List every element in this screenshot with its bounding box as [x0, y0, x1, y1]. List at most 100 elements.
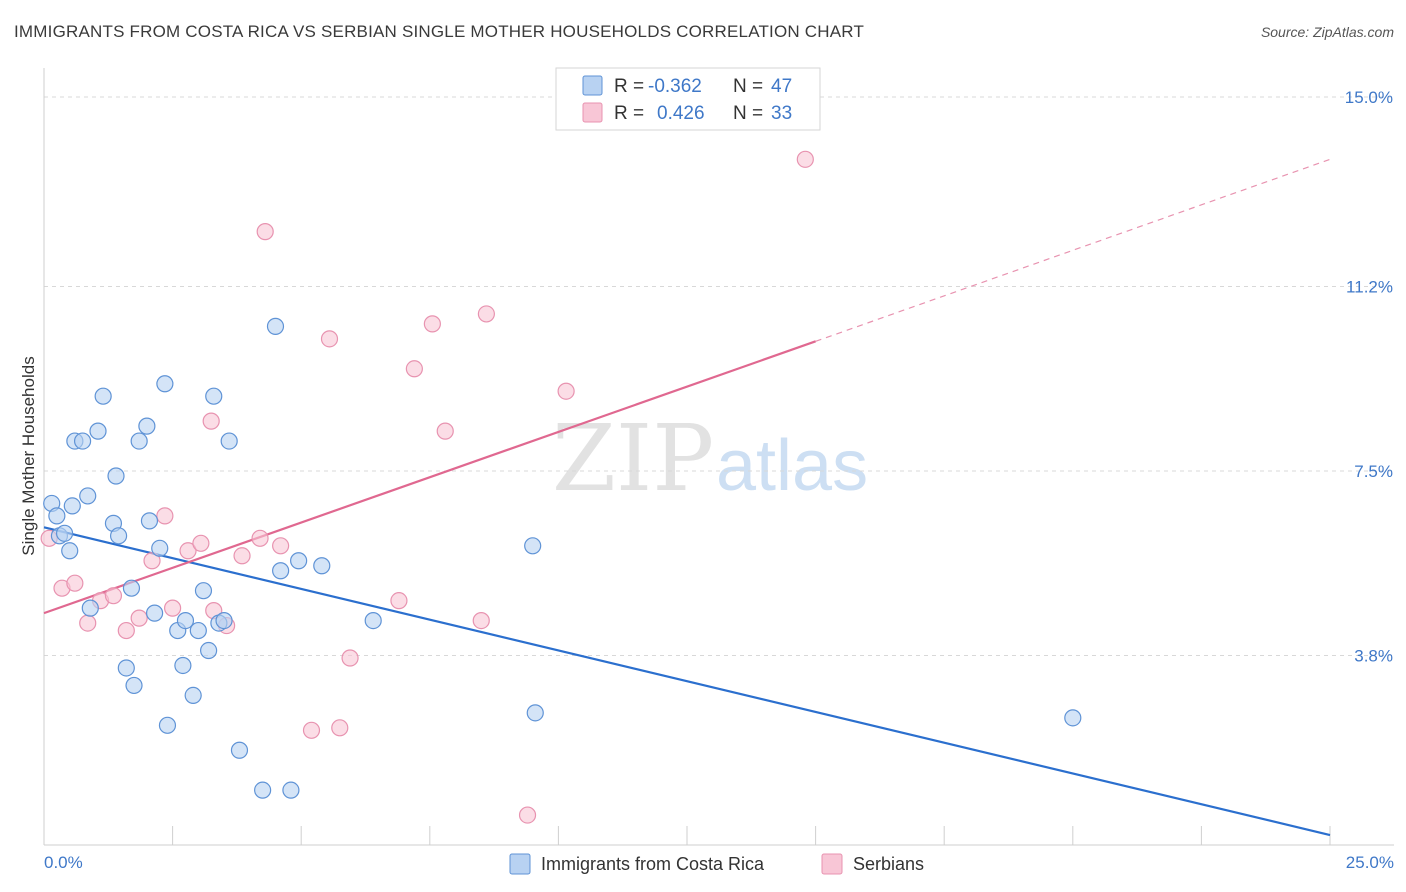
trend-lines: [43, 158, 1331, 837]
point-costa-rica: [230, 741, 249, 759]
point-serbians: [179, 542, 197, 560]
point-costa-rica: [94, 387, 112, 405]
data-points: [40, 150, 1082, 824]
legend-n-label-2: N =: [733, 103, 763, 124]
y-tick-label: 11.2%: [1346, 277, 1393, 296]
point-costa-rica: [89, 422, 107, 440]
point-serbians: [518, 806, 537, 824]
point-costa-rica: [220, 432, 238, 450]
series-legend: Immigrants from Costa Rica Serbians: [509, 853, 924, 875]
point-costa-rica: [151, 539, 169, 557]
point-costa-rica: [215, 611, 233, 630]
point-serbians: [302, 721, 321, 739]
point-costa-rica: [61, 542, 79, 560]
point-costa-rica: [200, 641, 218, 660]
y-tick-label: 7.5%: [1354, 462, 1393, 481]
legend-r-label-1: R =: [614, 76, 644, 97]
point-costa-rica: [174, 656, 192, 675]
point-costa-rica: [156, 375, 174, 393]
point-serbians: [164, 599, 182, 617]
point-costa-rica: [140, 512, 159, 530]
point-serbians: [331, 719, 349, 737]
point-serbians: [423, 315, 441, 333]
correlation-legend: R = -0.362 N = 47 R = 0.426 N = 33: [555, 67, 821, 131]
point-serbians: [477, 305, 495, 323]
point-serbians: [341, 649, 359, 667]
point-costa-rica: [158, 716, 177, 734]
point-costa-rica: [55, 524, 74, 542]
point-serbians: [256, 223, 274, 241]
point-serbians: [156, 507, 174, 525]
point-costa-rica: [48, 507, 66, 525]
point-serbians: [557, 382, 575, 400]
y-axis-title: Single Mother Households: [19, 356, 38, 555]
point-costa-rica: [1064, 709, 1082, 727]
point-costa-rica: [107, 467, 125, 485]
trend-line-serbians-extension: [815, 158, 1331, 342]
point-costa-rica: [364, 611, 382, 630]
point-serbians: [104, 587, 123, 605]
point-costa-rica: [109, 527, 128, 545]
point-serbians: [320, 330, 339, 348]
point-costa-rica: [145, 604, 164, 622]
point-costa-rica: [176, 611, 195, 630]
point-costa-rica: [194, 582, 213, 600]
point-serbians: [79, 614, 97, 632]
point-costa-rica: [79, 487, 97, 505]
point-costa-rica: [282, 781, 300, 799]
point-costa-rica: [184, 686, 202, 705]
point-serbians: [436, 422, 454, 440]
point-serbians: [796, 150, 814, 168]
source-label: Source: ZipAtlas.com: [1260, 24, 1394, 40]
series-legend-swatch-costa-rica: [509, 853, 531, 875]
legend-n-label-1: N =: [733, 76, 763, 97]
point-costa-rica: [290, 552, 308, 570]
y-tick-label: 15.0%: [1345, 88, 1393, 107]
y-tick-label: 3.8%: [1354, 647, 1393, 666]
legend-r-value-2: 0.426: [657, 103, 705, 124]
watermark: ZIP atlas: [552, 405, 868, 512]
point-serbians: [202, 412, 220, 430]
point-costa-rica: [524, 537, 542, 555]
point-serbians: [233, 547, 251, 565]
trend-line-serbians: [43, 340, 816, 615]
point-serbians: [251, 529, 269, 547]
point-costa-rica: [254, 781, 272, 799]
point-costa-rica: [189, 621, 207, 640]
point-costa-rica: [63, 497, 81, 515]
point-costa-rica: [81, 599, 99, 617]
point-costa-rica: [130, 432, 148, 450]
legend-r-value-1: -0.362: [648, 76, 702, 97]
point-costa-rica: [73, 432, 92, 450]
point-costa-rica: [117, 659, 135, 677]
point-serbians: [272, 537, 290, 555]
point-costa-rica: [272, 562, 290, 580]
point-serbians: [66, 574, 84, 592]
point-costa-rica: [266, 317, 285, 335]
point-serbians: [390, 592, 408, 610]
y-tick-labels: 3.8% 7.5% 11.2% 15.0%: [1345, 88, 1393, 666]
point-serbians: [192, 534, 210, 552]
point-serbians: [117, 621, 135, 640]
chart-title: IMMIGRANTS FROM COSTA RICA VS SERBIAN SI…: [14, 22, 865, 41]
series-legend-label-serbians: Serbians: [853, 854, 924, 874]
watermark-atlas: atlas: [716, 426, 868, 506]
series-legend-swatch-serbians: [821, 853, 843, 875]
x-tick-label-max: 25.0%: [1346, 853, 1394, 872]
legend-swatch-pink: [582, 102, 603, 123]
trend-line-costa-rica: [43, 526, 1331, 837]
point-costa-rica: [526, 704, 544, 722]
x-axis-ticks: [172, 826, 1331, 845]
point-serbians: [472, 611, 490, 630]
legend-n-value-1: 47: [771, 76, 792, 97]
point-costa-rica: [205, 387, 223, 405]
series-legend-label-costa-rica: Immigrants from Costa Rica: [541, 854, 765, 874]
point-costa-rica: [313, 557, 331, 575]
watermark-zip: ZIP: [552, 405, 714, 512]
point-serbians: [405, 360, 423, 378]
point-serbians: [143, 552, 161, 570]
legend-r-label-2: R =: [614, 103, 644, 124]
x-tick-label-min: 0.0%: [44, 853, 83, 872]
point-serbians: [130, 609, 148, 627]
point-costa-rica: [122, 579, 141, 597]
